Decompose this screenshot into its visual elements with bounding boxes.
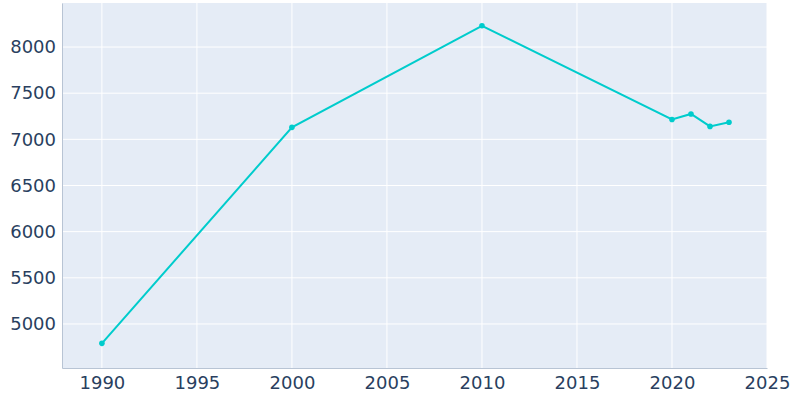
axis-line xyxy=(63,368,768,369)
tick: 2000 xyxy=(270,368,316,393)
tick: 1990 xyxy=(79,368,125,393)
chart: 1990 1995 2000 2005 2010 2015 2020 2025 5000 5500… xyxy=(0,0,800,400)
tick: 1995 xyxy=(175,368,221,393)
y-axis: 5000 5500 6000 6500 7000 7500 8000 xyxy=(10,4,62,369)
tick-label: 7500 xyxy=(10,82,56,103)
tick-label: 1990 xyxy=(79,372,125,393)
grid-line-y xyxy=(62,277,767,278)
tick-label: 1995 xyxy=(175,372,221,393)
grid-line-y xyxy=(62,185,767,186)
tick: 2025 xyxy=(745,368,791,393)
tick: 6500 xyxy=(10,175,62,196)
tick: 2005 xyxy=(365,368,411,393)
tick-label: 2020 xyxy=(650,372,696,393)
tick: 2020 xyxy=(650,368,696,393)
marker xyxy=(479,23,485,29)
series xyxy=(99,23,732,346)
grid xyxy=(62,3,767,368)
grid-line-y xyxy=(62,231,767,232)
tick-label: 2005 xyxy=(365,372,411,393)
grid-line-y xyxy=(62,47,767,48)
tick: 2015 xyxy=(555,368,601,393)
axis-line xyxy=(62,4,63,369)
x-axis: 1990 1995 2000 2005 2010 2015 2020 2025 xyxy=(63,368,791,393)
tick: 5500 xyxy=(10,267,62,288)
tick-label: 7000 xyxy=(10,129,56,150)
marker xyxy=(726,119,732,125)
marker xyxy=(707,124,713,130)
plot: 1990 1995 2000 2005 2010 2015 2020 2025 5000 5500… xyxy=(10,3,790,393)
grid-line-y xyxy=(62,323,767,324)
plot-background xyxy=(62,3,767,368)
tick-label: 6000 xyxy=(10,221,56,242)
marker xyxy=(688,111,694,117)
tick: 8000 xyxy=(10,36,62,57)
tick-label: 2010 xyxy=(460,372,506,393)
tick-label: 2015 xyxy=(555,372,601,393)
marker xyxy=(669,117,675,123)
tick-label: 6500 xyxy=(10,175,56,196)
tick: 6000 xyxy=(10,221,62,242)
tick: 5000 xyxy=(10,313,62,334)
tick: 7000 xyxy=(10,129,62,150)
grid-line-y xyxy=(62,139,767,140)
tick: 2010 xyxy=(460,368,506,393)
tick-label: 5000 xyxy=(10,313,56,334)
tick-label: 8000 xyxy=(10,36,56,57)
tick-label: 2000 xyxy=(270,372,316,393)
marker xyxy=(289,125,295,131)
marker xyxy=(99,341,105,347)
tick-label: 5500 xyxy=(10,267,56,288)
tick: 7500 xyxy=(10,82,62,103)
grid-line-y xyxy=(62,93,767,94)
line xyxy=(102,26,729,344)
tick-label: 2025 xyxy=(745,372,791,393)
